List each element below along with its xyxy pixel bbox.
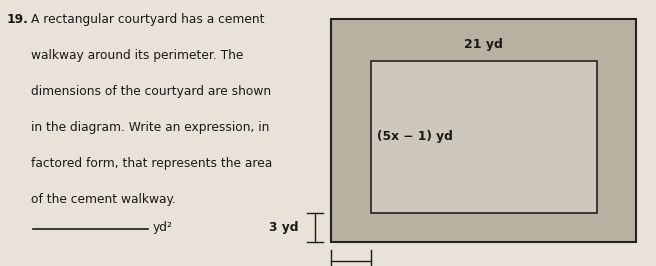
Text: yd²: yd² [152,221,172,234]
Text: 19.: 19. [7,13,28,26]
Text: in the diagram. Write an expression, in: in the diagram. Write an expression, in [31,121,270,134]
Text: 3 yd: 3 yd [269,221,298,234]
Text: dimensions of the courtyard are shown: dimensions of the courtyard are shown [31,85,272,98]
Text: factored form, that represents the area: factored form, that represents the area [31,157,273,170]
Bar [331,19,636,242]
Bar [371,61,597,213]
Text: walkway around its perimeter. The: walkway around its perimeter. The [31,49,244,62]
Text: of the cement walkway.: of the cement walkway. [31,193,176,206]
Text: (5x − 1) yd: (5x − 1) yd [377,131,453,143]
Text: 21 yd: 21 yd [464,38,503,51]
Text: A rectangular courtyard has a cement: A rectangular courtyard has a cement [31,13,265,26]
